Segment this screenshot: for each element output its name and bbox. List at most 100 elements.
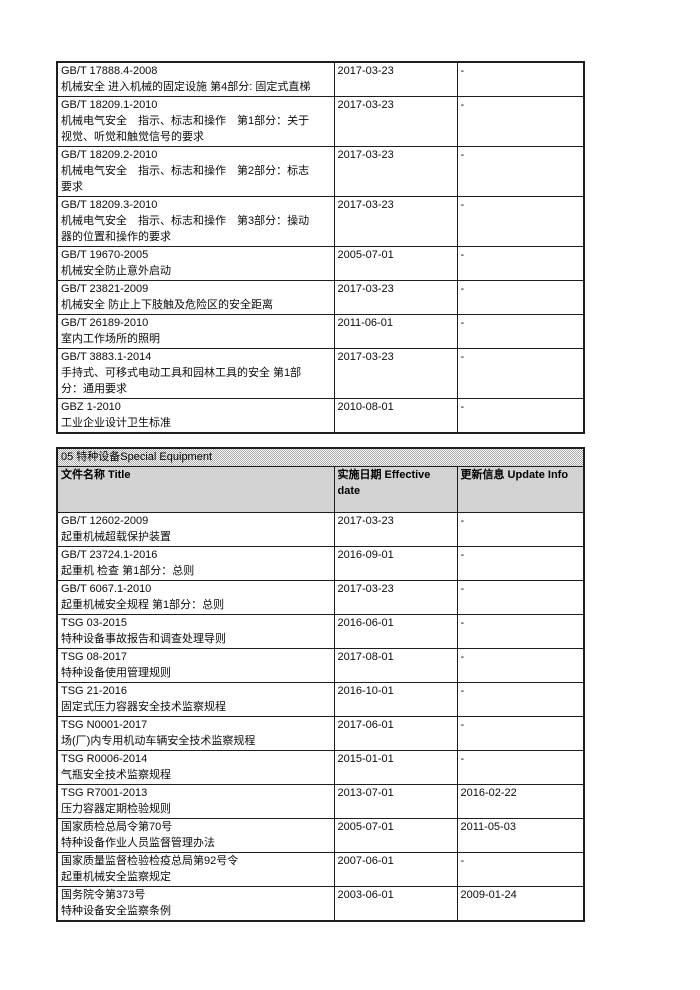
standards-table-special-equipment: 05 特种设备Special Equipment 文件名称 Title 实施日期… [56, 447, 586, 922]
effective-date: 2017-03-23 [333, 512, 458, 547]
table-row: TSG R7001-2013 压力容器定期检验规则 2013-07-01 2016… [56, 784, 585, 819]
table-row: GB/T 12602-2009 起重机械超载保护装置 2017-03-23 - [56, 512, 585, 547]
update-info: - [456, 61, 585, 97]
doc-title: 特种设备安全监察条例 [61, 905, 171, 917]
table-row: GB/T 18209.3-2010 机械电气安全 指示、标志和操作 第3部分：操动… [56, 196, 585, 247]
doc-code: TSG R7001-2013 [61, 787, 148, 799]
doc-title: 气瓶安全技术监察规程 [61, 769, 171, 781]
doc-cell: GB/T 18209.2-2010 机械电气安全 指示、标志和操作 第2部分：标志… [56, 146, 335, 197]
effective-date: 2013-07-01 [333, 784, 458, 819]
update-info: 2011-05-03 [456, 818, 585, 853]
doc-code: TSG 03-2015 [61, 617, 128, 629]
doc-title: 机械电气安全 指示、标志和操作 第2部分：标志 要求 [61, 165, 310, 193]
effective-date: 2017-03-23 [333, 61, 458, 97]
update-info: - [456, 648, 585, 683]
doc-cell: GB/T 23821-2009 机械安全 防止上下肢触及危险区的安全距离 [56, 280, 335, 315]
update-info: 2009-01-24 [456, 886, 585, 922]
effective-date: 2017-03-23 [333, 196, 458, 247]
doc-cell: TSG R7001-2013 压力容器定期检验规则 [56, 784, 335, 819]
doc-code: TSG 21-2016 [61, 685, 128, 697]
doc-code: GB/T 18209.2-2010 [61, 149, 158, 161]
doc-title: 工业企业设计卫生标准 [61, 417, 171, 429]
doc-cell: TSG 21-2016 固定式压力容器安全技术监察规程 [56, 682, 335, 717]
doc-code: GB/T 18209.1-2010 [61, 99, 158, 111]
table-row: GB/T 23724.1-2016 起重机 检查 第1部分：总则 2016-09-… [56, 546, 585, 581]
doc-cell: GB/T 12602-2009 起重机械超载保护装置 [56, 512, 335, 547]
doc-code: GB/T 26189-2010 [61, 317, 149, 329]
column-header-row: 文件名称 Title 实施日期 Effective date 更新信息 Upda… [56, 466, 585, 513]
effective-date: 2017-03-23 [333, 348, 458, 399]
table-row: TSG N0001-2017 场(厂)内专用机动车辆安全技术监察规程 2017-0… [56, 716, 585, 751]
doc-cell: TSG 03-2015 特种设备事故报告和调查处理导则 [56, 614, 335, 649]
doc-cell: GB/T 3883.1-2014 手持式、可移式电动工具和园林工具的安全 第1部 … [56, 348, 335, 399]
update-info: - [456, 546, 585, 581]
table-row: GB/T 17888.4-2008 机械安全 进入机械的固定设施 第4部分: 固定… [56, 61, 585, 97]
table-row: TSG R0006-2014 气瓶安全技术监察规程 2015-01-01 - [56, 750, 585, 785]
doc-title: 起重机 检查 第1部分：总则 [61, 565, 195, 577]
doc-title: 特种设备事故报告和调查处理导则 [61, 633, 226, 645]
doc-cell: GB/T 6067.1-2010 起重机械安全规程 第1部分：总则 [56, 580, 335, 615]
doc-code: GB/T 6067.1-2010 [61, 583, 152, 595]
table-row: GB/T 26189-2010 室内工作场所的照明 2011-06-01 - [56, 314, 585, 349]
update-info: - [456, 146, 585, 197]
doc-title: 室内工作场所的照明 [61, 333, 160, 345]
update-info: - [456, 682, 585, 717]
table-row: TSG 08-2017 特种设备使用管理规则 2017-08-01 - [56, 648, 585, 683]
section-heading-row: 05 特种设备Special Equipment [56, 447, 585, 467]
doc-code: GB/T 23821-2009 [61, 283, 149, 295]
doc-cell: GB/T 18209.1-2010 机械电气安全 指示、标志和操作 第1部分：关于… [56, 96, 335, 147]
effective-date: 2005-07-01 [333, 818, 458, 853]
update-info: - [456, 96, 585, 147]
table-row: 国务院令第373号 特种设备安全监察条例 2003-06-01 2009-01-2… [56, 886, 585, 922]
table-row: GB/T 6067.1-2010 起重机械安全规程 第1部分：总则 2017-03… [56, 580, 585, 615]
effective-date: 2017-03-23 [333, 96, 458, 147]
standards-table-continued: GB/T 17888.4-2008 机械安全 进入机械的固定设施 第4部分: 固定… [56, 61, 585, 434]
doc-cell: GB/T 18209.3-2010 机械电气安全 指示、标志和操作 第3部分：操动… [56, 196, 335, 247]
doc-title: 起重机械安全监察规定 [61, 871, 171, 883]
effective-date: 2016-10-01 [333, 682, 458, 717]
doc-cell: GBZ 1-2010 工业企业设计卫生标准 [56, 398, 335, 434]
doc-title: 机械安全防止意外启动 [61, 265, 171, 277]
doc-code: TSG R0006-2014 [61, 753, 148, 765]
table-row: 国家质检总局令第70号特种设备作业人员监督管理办法 2005-07-01 201… [56, 818, 585, 853]
doc-cell: TSG R0006-2014 气瓶安全技术监察规程 [56, 750, 335, 785]
doc-title: 特种设备使用管理规则 [61, 667, 171, 679]
doc-title: 机械安全 防止上下肢触及危险区的安全距离 [61, 299, 274, 311]
doc-cell: GB/T 17888.4-2008 机械安全 进入机械的固定设施 第4部分: 固定… [56, 61, 335, 97]
doc-cell: 国家质量监督检验检疫总局第92号令 起重机械安全监察规定 [56, 852, 335, 887]
effective-date: 2010-08-01 [333, 398, 458, 434]
update-info: - [456, 580, 585, 615]
table-row: GB/T 3883.1-2014 手持式、可移式电动工具和园林工具的安全 第1部 … [56, 348, 585, 399]
effective-date: 2017-03-23 [333, 146, 458, 197]
update-info: - [456, 398, 585, 434]
doc-title: 固定式压力容器安全技术监察规程 [61, 701, 226, 713]
doc-cell: TSG N0001-2017 场(厂)内专用机动车辆安全技术监察规程 [56, 716, 335, 751]
effective-date: 2017-03-23 [333, 280, 458, 315]
update-info: - [456, 852, 585, 887]
update-info: - [456, 314, 585, 349]
doc-code: GB/T 19670-2005 [61, 249, 149, 261]
doc-code: GB/T 3883.1-2014 [61, 351, 152, 363]
doc-code: 国家质检总局令第70号 [61, 821, 173, 833]
doc-cell: 国务院令第373号 特种设备安全监察条例 [56, 886, 335, 922]
doc-cell: GB/T 26189-2010 室内工作场所的照明 [56, 314, 335, 349]
effective-date: 2003-06-01 [333, 886, 458, 922]
doc-code: TSG 08-2017 [61, 651, 128, 663]
doc-title: 场(厂)内专用机动车辆安全技术监察规程 [61, 735, 256, 747]
effective-date: 2017-08-01 [333, 648, 458, 683]
effective-date: 2005-07-01 [333, 246, 458, 281]
doc-cell: GB/T 23724.1-2016 起重机 检查 第1部分：总则 [56, 546, 335, 581]
section-heading: 05 特种设备Special Equipment [56, 447, 585, 467]
doc-title: 机械安全 进入机械的固定设施 第4部分: 固定式直梯 [61, 81, 311, 93]
doc-title: 特种设备作业人员监督管理办法 [61, 837, 215, 849]
effective-date: 2016-06-01 [333, 614, 458, 649]
update-info: - [456, 246, 585, 281]
effective-date: 2016-09-01 [333, 546, 458, 581]
doc-code: GBZ 1-2010 [61, 401, 121, 413]
table-row: 国家质量监督检验检疫总局第92号令 起重机械安全监察规定 2007-06-01 - [56, 852, 585, 887]
update-info: - [456, 750, 585, 785]
table-row: GB/T 18209.2-2010 机械电气安全 指示、标志和操作 第2部分：标志… [56, 146, 585, 197]
doc-code: GB/T 17888.4-2008 [61, 65, 158, 77]
doc-cell: GB/T 19670-2005 机械安全防止意外启动 [56, 246, 335, 281]
doc-title: 机械电气安全 指示、标志和操作 第1部分：关于 视觉、听觉和触觉信号的要求 [61, 115, 310, 143]
